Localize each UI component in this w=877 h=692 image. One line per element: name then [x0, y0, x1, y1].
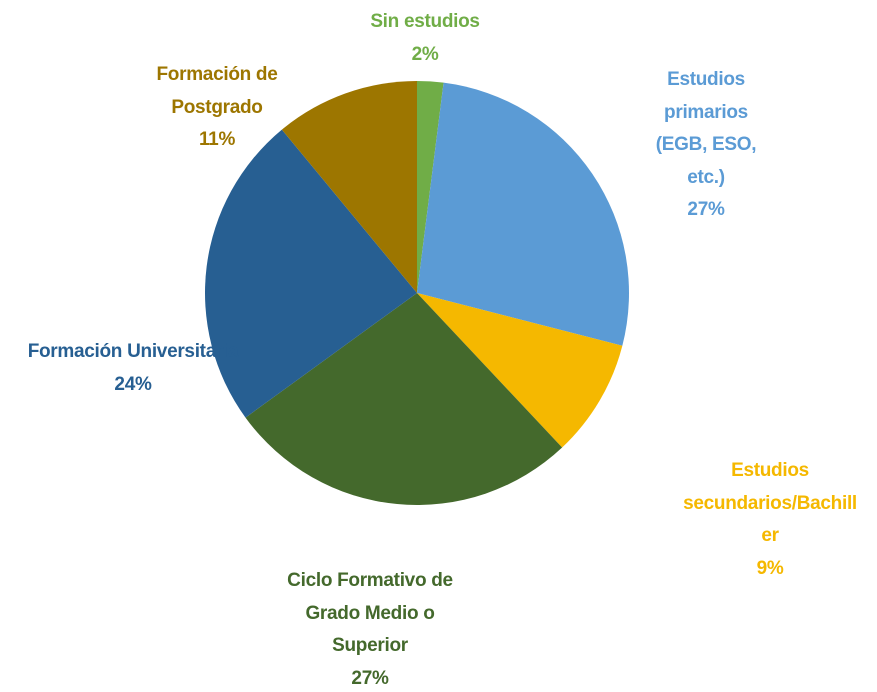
- pie-slice: [245, 293, 563, 505]
- label-name: Formación Universitaria: [27, 341, 239, 362]
- label-value: 2%: [411, 43, 439, 65]
- data-label: Estudios primarios (EGB, ESO, etc.) 27%: [636, 64, 776, 227]
- data-label: Formación Universitaria 24%: [0, 336, 268, 401]
- label-value: 24%: [114, 373, 152, 395]
- label-value: 27%: [351, 667, 389, 689]
- pie-slice: [205, 129, 417, 418]
- data-label: Sin estudios 2%: [325, 6, 525, 71]
- label-value: 9%: [756, 557, 784, 579]
- label-name: Ciclo Formativo de Grado Medio o Superio…: [287, 570, 453, 656]
- label-name: Sin estudios: [370, 11, 480, 32]
- label-name: Formación de Postgrado: [156, 64, 278, 118]
- pie-slice: [417, 82, 630, 346]
- pie-slice: [281, 81, 417, 293]
- data-label: Formación de Postgrado 11%: [132, 59, 302, 157]
- pie-slice: [417, 293, 623, 448]
- label-name: Estudios secundarios/Bachiller: [683, 460, 857, 546]
- data-label: Estudios secundarios/Bachiller 9%: [680, 455, 860, 585]
- label-name: Estudios primarios (EGB, ESO, etc.): [655, 69, 757, 188]
- pie-slice: [417, 81, 444, 293]
- label-value: 27%: [687, 199, 725, 220]
- label-value: 11%: [198, 129, 236, 150]
- data-label: Ciclo Formativo de Grado Medio o Superio…: [285, 565, 455, 692]
